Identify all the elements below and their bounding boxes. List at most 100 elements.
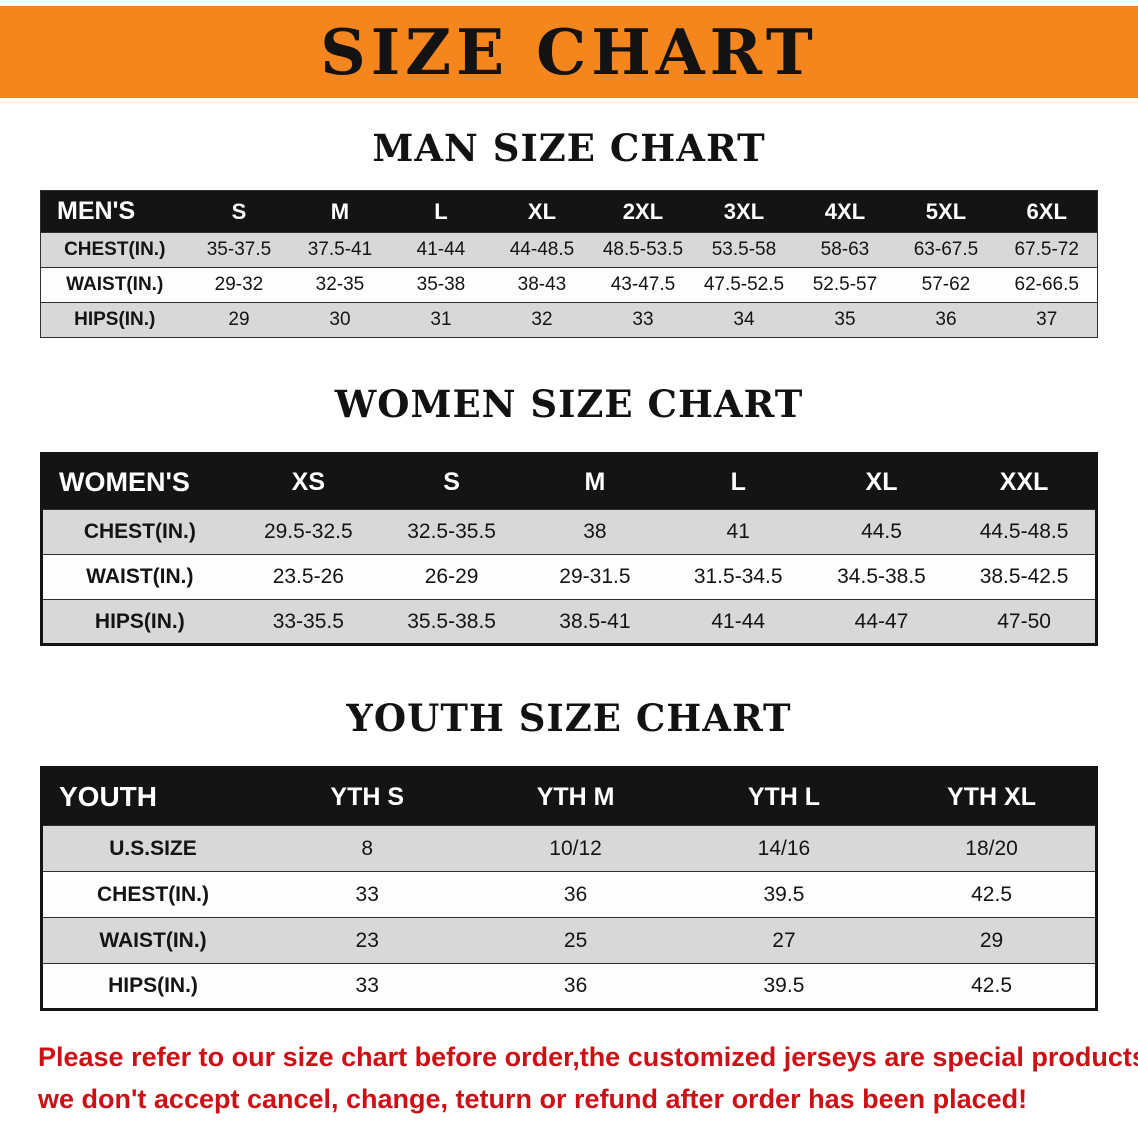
- youth-size-table: YOUTH YTH S YTH M YTH L YTH XL U.S.SIZE 8 10/12…: [40, 766, 1098, 1011]
- size-value: 57-62: [895, 267, 997, 303]
- table-group-label: WOMEN'S: [41, 453, 237, 510]
- table-group-label: YOUTH: [41, 767, 264, 826]
- size-column-header: YTH S: [263, 767, 472, 826]
- size-value: 29-31.5: [523, 554, 667, 600]
- size-value: 44-47: [809, 599, 954, 645]
- size-value: 25: [471, 917, 680, 964]
- youth-size-chart-heading: YOUTH SIZE CHART: [346, 696, 792, 740]
- size-column-header: 5XL: [895, 190, 997, 233]
- size-column-header: XL: [491, 190, 593, 233]
- measurement-row: WAIST(IN.) 29-32 32-35 35-38 38-43 43-47.5 47.…: [40, 267, 1098, 303]
- men-size-table: MEN'S S M L XL 2XL 3XL 4XL 5XL 6XL CHEST(IN.) 35-37…: [40, 190, 1098, 338]
- women-size-chart-section: WOMEN SIZE CHART WOMEN'S XS S M L XL XXL CHEST(…: [0, 382, 1138, 646]
- size-column-header: XL: [809, 453, 954, 510]
- size-column-header: YTH M: [471, 767, 680, 826]
- notice-line-1: Please refer to our size chart before or…: [38, 1042, 1138, 1072]
- measurement-row: CHEST(IN.) 33 36 39.5 42.5: [41, 871, 1097, 918]
- size-value: 42.5: [888, 963, 1097, 1010]
- size-value: 14/16: [679, 825, 889, 872]
- size-value: 39.5: [679, 963, 889, 1010]
- men-size-chart-heading: MAN SIZE CHART: [372, 126, 766, 170]
- size-value: 35-38: [390, 267, 492, 303]
- page-title: SIZE CHART: [320, 14, 818, 89]
- size-value: 27: [679, 917, 889, 964]
- size-value: 36: [471, 871, 680, 918]
- size-value: 33: [263, 963, 472, 1010]
- men-size-chart-section: MAN SIZE CHART MEN'S S M L XL 2XL 3XL 4XL 5XL 6XL…: [0, 126, 1138, 338]
- size-value: 36: [895, 302, 997, 338]
- size-column-header: L: [390, 190, 492, 233]
- size-value: 35-37.5: [188, 232, 290, 268]
- size-value: 36: [471, 963, 680, 1010]
- size-value: 10/12: [471, 825, 680, 872]
- size-value: 44-48.5: [491, 232, 593, 268]
- size-value: 31.5-34.5: [666, 554, 810, 600]
- size-value: 67.5-72: [996, 232, 1098, 268]
- size-column-header: YTH L: [679, 767, 889, 826]
- youth-size-chart-section: YOUTH SIZE CHART YOUTH YTH S YTH M YTH L YTH…: [0, 696, 1138, 1011]
- size-column-header: 3XL: [693, 190, 795, 233]
- size-column-header: M: [289, 190, 391, 233]
- size-value: 32: [491, 302, 593, 338]
- size-column-header: 6XL: [996, 190, 1098, 233]
- row-label: CHEST(IN.): [41, 871, 264, 918]
- size-value: 34: [693, 302, 795, 338]
- measurement-row: WAIST(IN.) 23 25 27 29: [41, 917, 1097, 964]
- size-value: 38.5-41: [523, 599, 667, 645]
- size-value: 38-43: [491, 267, 593, 303]
- measurement-row: U.S.SIZE 8 10/12 14/16 18/20: [41, 825, 1097, 872]
- size-value: 34.5-38.5: [809, 554, 954, 600]
- size-value: 47-50: [953, 599, 1097, 645]
- row-label: WAIST(IN.): [41, 917, 264, 964]
- size-value: 48.5-53.5: [592, 232, 694, 268]
- row-label: HIPS(IN.): [41, 599, 237, 645]
- size-value: 23: [263, 917, 472, 964]
- title-banner: SIZE CHART: [0, 6, 1138, 98]
- measurement-row: HIPS(IN.) 33 36 39.5 42.5: [41, 963, 1097, 1010]
- size-value: 38: [523, 509, 667, 555]
- women-size-chart-heading: WOMEN SIZE CHART: [334, 382, 804, 426]
- size-value: 29-32: [188, 267, 290, 303]
- row-label: CHEST(IN.): [40, 232, 189, 268]
- size-value: 39.5: [679, 871, 889, 918]
- size-value: 29.5-32.5: [236, 509, 380, 555]
- size-table-header-row: WOMEN'S XS S M L XL XXL: [41, 453, 1097, 510]
- women-size-table: WOMEN'S XS S M L XL XXL CHEST(IN.) 29.5-32.5 32.5…: [40, 452, 1098, 646]
- size-value: 52.5-57: [794, 267, 896, 303]
- size-column-header: 2XL: [592, 190, 694, 233]
- size-value: 8: [263, 825, 472, 872]
- size-value: 41-44: [390, 232, 492, 268]
- row-label: WAIST(IN.): [40, 267, 189, 303]
- size-value: 38.5-42.5: [953, 554, 1097, 600]
- size-column-header: L: [666, 453, 810, 510]
- size-value: 43-47.5: [592, 267, 694, 303]
- size-value: 58-63: [794, 232, 896, 268]
- size-value: 62-66.5: [996, 267, 1098, 303]
- size-value: 35.5-38.5: [379, 599, 524, 645]
- order-notice: Please refer to our size chart before or…: [38, 1037, 1138, 1121]
- size-column-header: 4XL: [794, 190, 896, 233]
- size-value: 44.5: [809, 509, 954, 555]
- size-value: 63-67.5: [895, 232, 997, 268]
- row-label: HIPS(IN.): [41, 963, 264, 1010]
- size-table-header-row: MEN'S S M L XL 2XL 3XL 4XL 5XL 6XL: [40, 190, 1098, 233]
- size-value: 18/20: [888, 825, 1097, 872]
- size-column-header: YTH XL: [888, 767, 1097, 826]
- size-value: 32.5-35.5: [379, 509, 524, 555]
- size-value: 29: [888, 917, 1097, 964]
- size-value: 37.5-41: [289, 232, 391, 268]
- size-column-header: M: [523, 453, 667, 510]
- size-value: 30: [289, 302, 391, 338]
- size-value: 53.5-58: [693, 232, 795, 268]
- measurement-row: CHEST(IN.) 35-37.5 37.5-41 41-44 44-48.5 48.5…: [40, 232, 1098, 268]
- size-value: 44.5-48.5: [953, 509, 1097, 555]
- size-value: 41-44: [666, 599, 810, 645]
- size-value: 42.5: [888, 871, 1097, 918]
- size-value: 37: [996, 302, 1098, 338]
- size-table-header-row: YOUTH YTH S YTH M YTH L YTH XL: [41, 767, 1097, 826]
- row-label: HIPS(IN.): [40, 302, 189, 338]
- size-column-header: S: [379, 453, 524, 510]
- size-value: 47.5-52.5: [693, 267, 795, 303]
- size-value: 32-35: [289, 267, 391, 303]
- measurement-row: HIPS(IN.) 29 30 31 32 33 34 35 36 37: [40, 302, 1098, 338]
